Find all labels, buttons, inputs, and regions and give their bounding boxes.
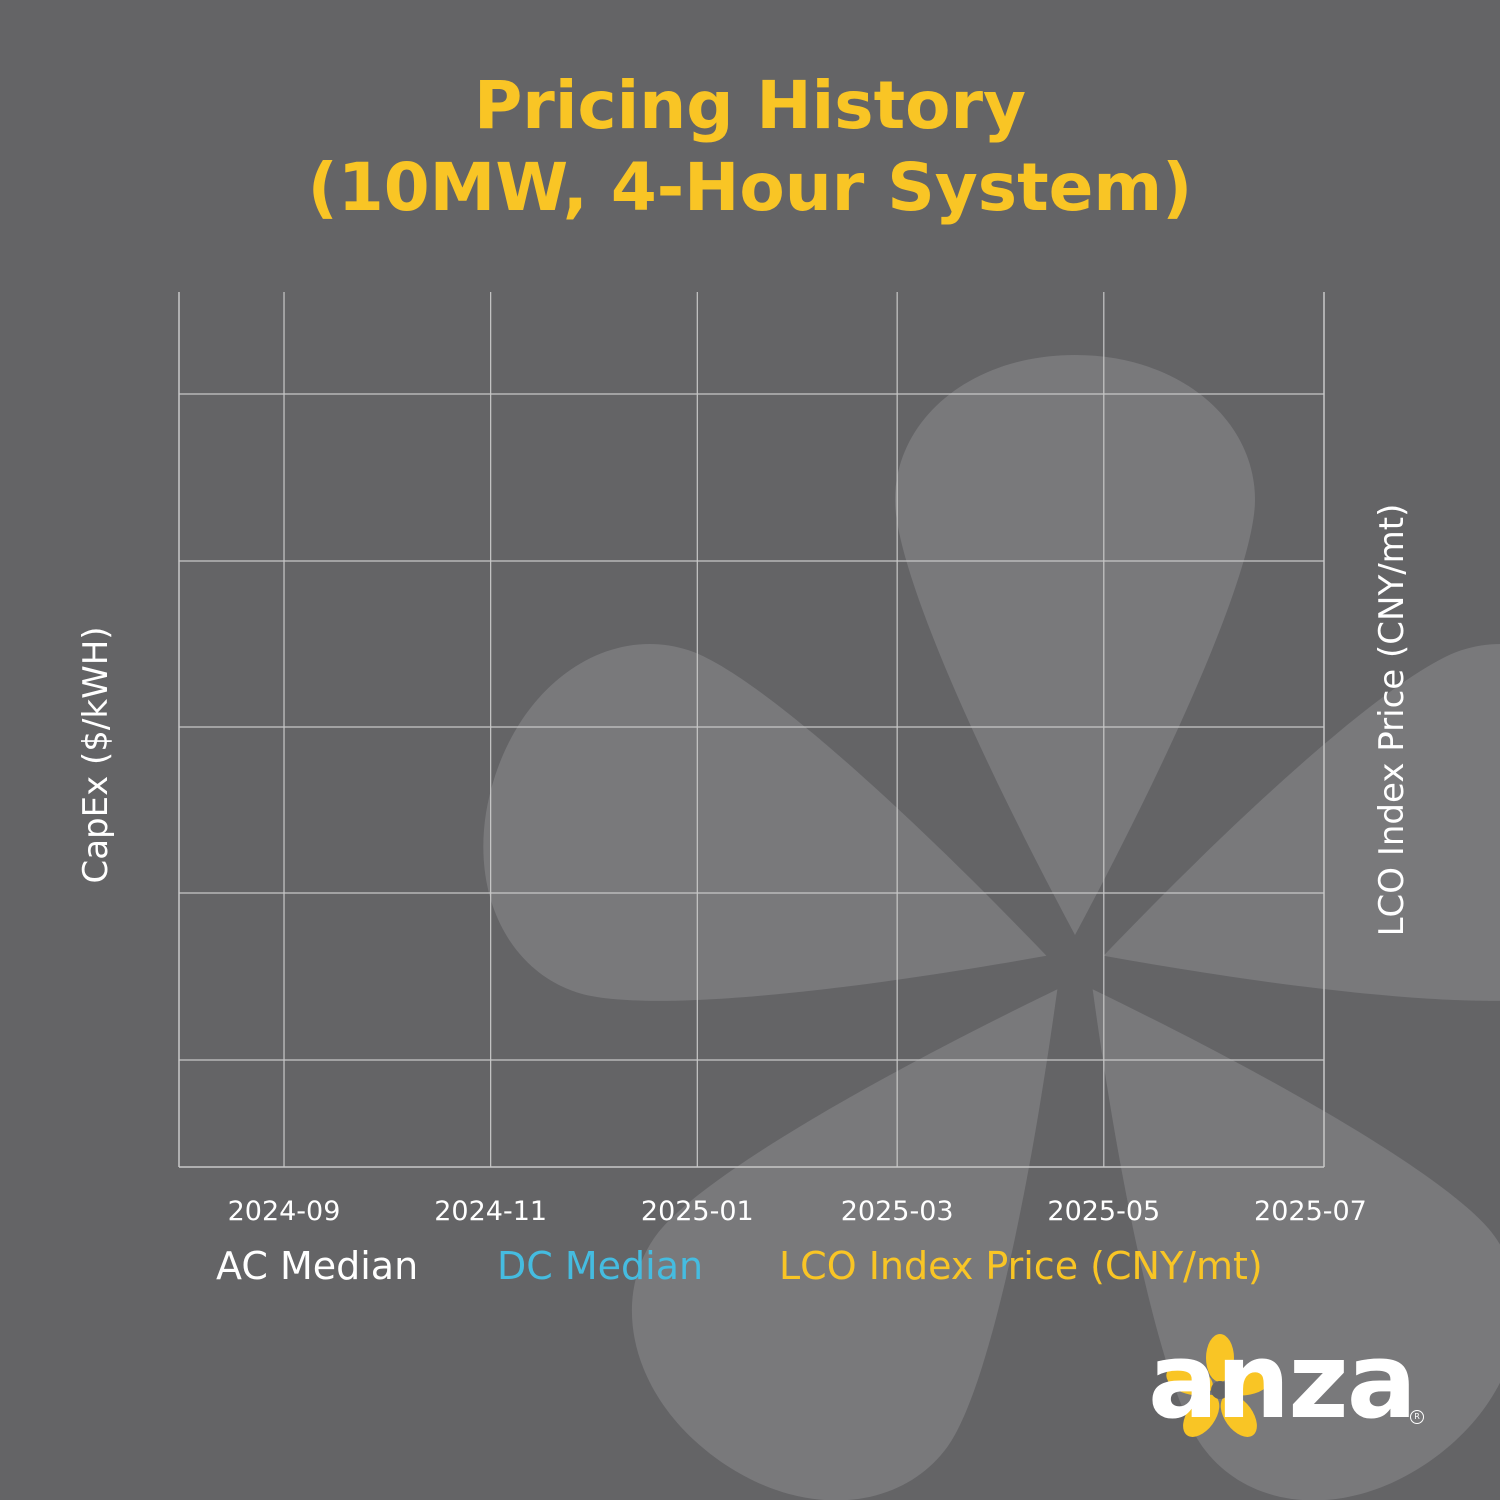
- registered-mark: R: [1410, 1410, 1424, 1424]
- brand-logo-text: anza: [1148, 1320, 1417, 1442]
- legend-lco-index-price: LCO Index Price (CNY/mt): [779, 1244, 1263, 1288]
- chart-grid: [178, 292, 1325, 1168]
- x-tick-label: 2024-11: [434, 1196, 548, 1227]
- chart-title-line2: (10MW, 4-Hour System): [307, 149, 1193, 226]
- x-tick-label: 2025-01: [640, 1196, 754, 1227]
- x-tick-label: 2024-09: [227, 1196, 341, 1227]
- x-tick-label: 2025-07: [1254, 1196, 1367, 1227]
- legend-ac-median: AC Median: [216, 1244, 419, 1288]
- x-tick-label: 2025-03: [840, 1196, 954, 1227]
- flower-logo-icon: [1166, 1334, 1274, 1437]
- x-tick-label: 2025-05: [1047, 1196, 1161, 1227]
- y-axis-right-label: LCO Index Price (CNY/mt): [1372, 503, 1412, 937]
- legend-dc-median: DC Median: [497, 1244, 704, 1288]
- y-axis-left-label: CapEx ($/kWH): [76, 626, 116, 884]
- chart-title-line1: Pricing History: [473, 67, 1027, 144]
